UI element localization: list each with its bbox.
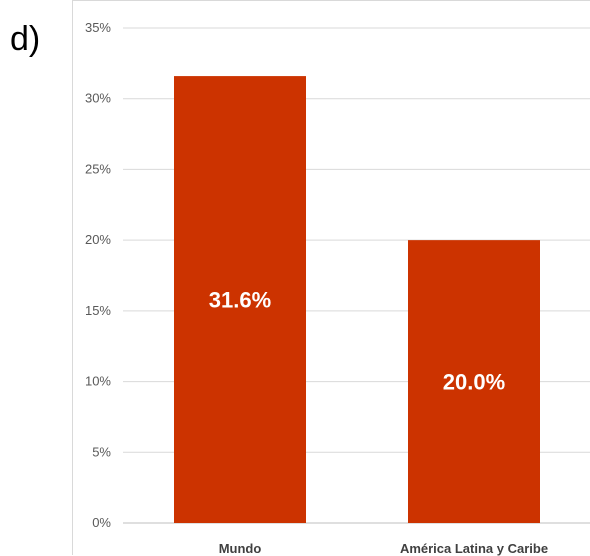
panel-label: d) — [10, 20, 41, 58]
y-tick-label: 25% — [85, 161, 111, 176]
y-tick-label: 35% — [85, 20, 111, 35]
y-tick-label: 0% — [92, 515, 111, 530]
bar — [174, 76, 306, 523]
bar-chart: 0% 5% 10% 15% 20% 25% 30% 35% 31.6% Mundo 20.0% Amé… — [85, 20, 590, 556]
y-tick-label: 15% — [85, 303, 111, 318]
y-tick-label: 20% — [85, 232, 111, 247]
data-label: 31.6% — [209, 288, 271, 313]
chart-frame: 0% 5% 10% 15% 20% 25% 30% 35% 31.6% Mundo 20.0% Amé… — [72, 0, 590, 556]
x-category-label: América Latina y Caribe — [400, 541, 548, 556]
bar — [408, 240, 540, 523]
y-tick-label: 30% — [85, 91, 111, 106]
data-label: 20.0% — [443, 370, 505, 395]
y-tick-label: 10% — [85, 374, 111, 389]
y-tick-label: 5% — [92, 444, 111, 459]
x-category-label: Mundo — [219, 541, 262, 556]
